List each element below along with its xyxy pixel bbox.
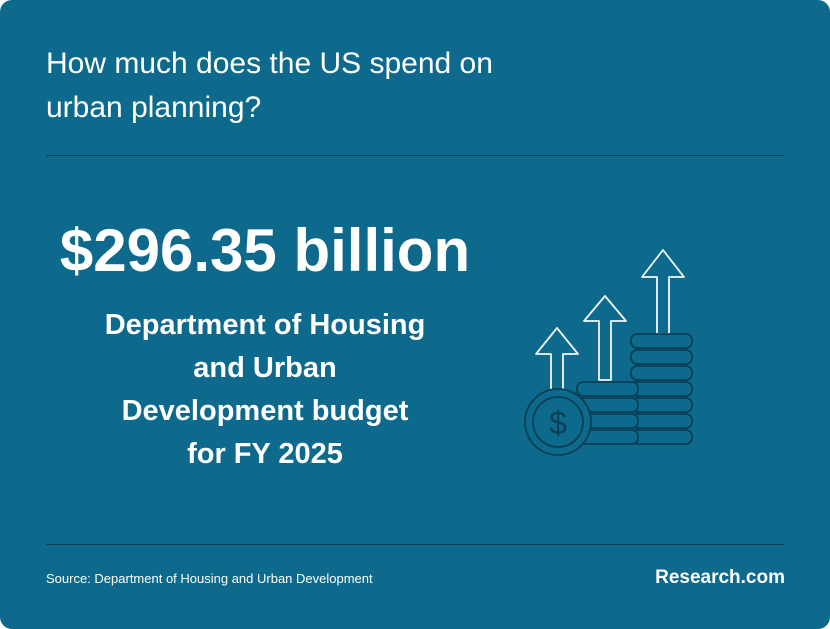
coins-growth-arrows-icon: $ — [524, 249, 693, 456]
left-arrow — [535, 327, 579, 393]
brand-logo: Research.com — [655, 567, 785, 588]
right-arrow — [641, 249, 685, 335]
bottom-divider — [46, 544, 784, 545]
top-divider — [46, 155, 784, 156]
page-title: How much does the US spend on urban plan… — [46, 47, 493, 124]
budget-amount: $296.35 billion — [59, 217, 471, 284]
middle-arrow — [583, 295, 627, 381]
budget-description: Department of Housing and Urban Developm… — [104, 309, 426, 470]
dollar-sign: $ — [549, 405, 567, 441]
source-note: Source: Department of Housing and Urban … — [46, 571, 373, 586]
